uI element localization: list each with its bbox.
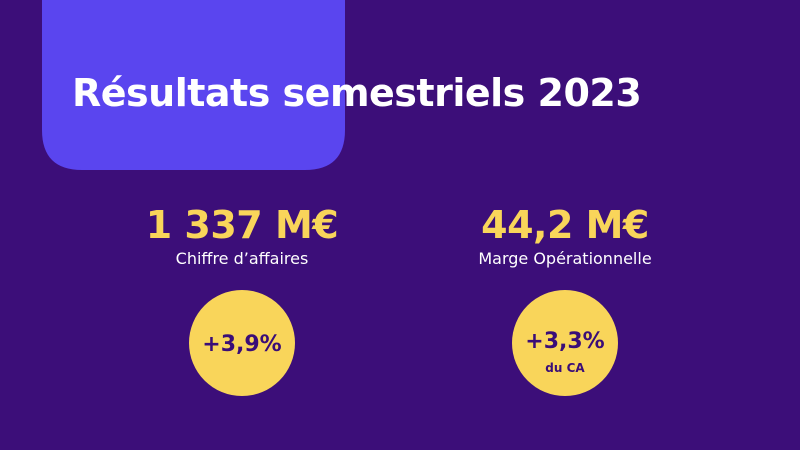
badge-text: +3,9% [202, 332, 281, 357]
title: Résultats semestriels 2023 [72, 71, 641, 115]
kpi: 1 337 M€ Chiffre d’affaires +3,9% [146, 203, 339, 396]
badge-text: +3,3% [525, 329, 604, 354]
kpi-value: 44,2 M€ [481, 203, 649, 247]
kpi-value: 1 337 M€ [146, 203, 338, 247]
badge-circle [189, 290, 295, 396]
kpi: 44,2 M€ Marge Opérationnelle +3,3% du CA [478, 203, 652, 396]
kpi-label: Chiffre d’affaires [176, 249, 309, 268]
badge-circle [512, 290, 618, 396]
badge-note: du CA [545, 361, 585, 375]
kpi-label: Marge Opérationnelle [478, 249, 651, 268]
title-panel [42, 0, 345, 170]
